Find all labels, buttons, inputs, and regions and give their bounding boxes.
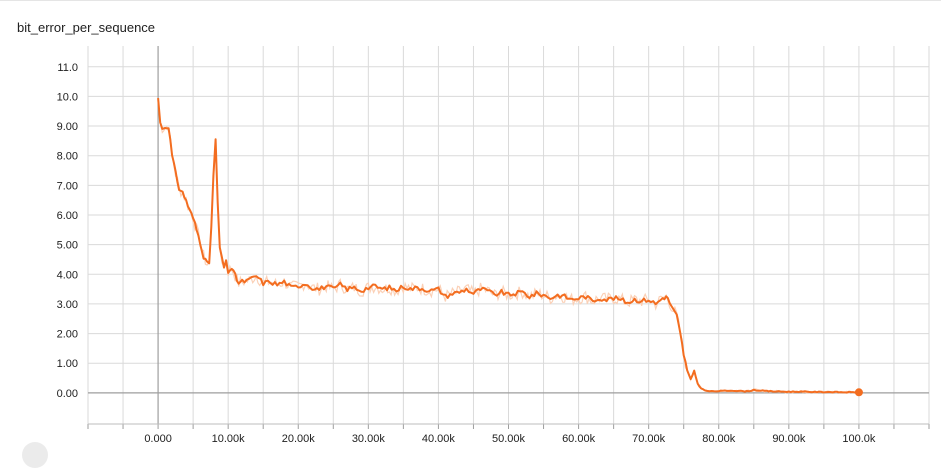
y-tick-label: 7.00: [57, 180, 78, 192]
y-tick-labels: 0.00 1.00 2.00 3.00 4.00 5.00 6.00 7.00 8.00 9.00…: [57, 62, 78, 400]
line-chart: 0.00 1.00 2.00 3.00 4.00 5.00 6.00 7.00 8.00 9.00…: [57, 46, 930, 445]
y-tick-label: 11.0: [57, 62, 78, 74]
y-tick-label: 2.00: [57, 329, 78, 341]
x-tick-label: 90.00k: [772, 433, 806, 445]
series-end-point[interactable]: [854, 388, 863, 397]
x-tick-labels: 0.000 10.00k 20.00k 30.00k 40.00k 50.00k 60.00…: [144, 433, 876, 445]
x-tick-label: 10.00k: [212, 433, 246, 445]
y-tick-label: 8.00: [57, 151, 78, 163]
top-divider: [0, 0, 941, 1]
y-tick-label: 4.00: [57, 269, 78, 281]
series-smoothed-line: [157, 98, 860, 394]
y-tick-label: 1.00: [57, 358, 78, 370]
series-lines: [157, 97, 863, 397]
y-tick-label: 10.0: [57, 91, 78, 103]
x-tick-label: 20.00k: [282, 433, 316, 445]
chart-title: bit_error_per_sequence: [17, 20, 156, 35]
x-tick-label: 80.00k: [702, 433, 736, 445]
x-tick-label: 40.00k: [422, 433, 456, 445]
expand-handle[interactable]: [22, 442, 48, 468]
x-tick-label: 0.000: [144, 433, 172, 445]
y-tick-label: 0.00: [57, 388, 78, 400]
y-tick-label: 3.00: [57, 299, 78, 311]
x-tick-label: 50.00k: [492, 433, 526, 445]
x-tick-label: 30.00k: [352, 433, 386, 445]
x-tick-label: 100.0k: [842, 433, 876, 445]
y-tick-label: 9.00: [57, 121, 78, 133]
x-tick-label: 60.00k: [562, 433, 596, 445]
y-tick-label: 6.00: [57, 210, 78, 222]
x-tick-label: 70.00k: [632, 433, 666, 445]
y-tick-label: 5.00: [57, 240, 78, 252]
grid-lines: [87, 46, 930, 424]
